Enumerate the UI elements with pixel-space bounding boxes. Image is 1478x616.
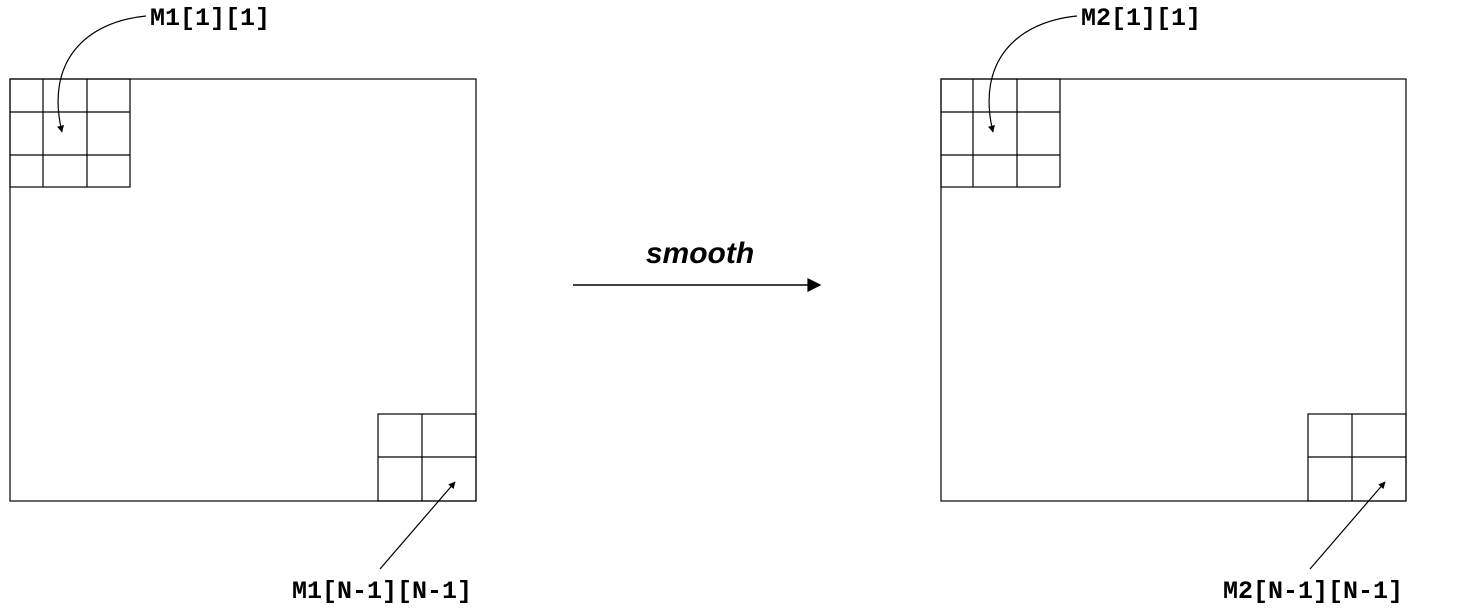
right-matrix-border [940, 78, 1407, 502]
right-bottom-pointer-arrow [1309, 481, 1386, 570]
left-top-label: M1[1][1] [150, 4, 270, 33]
right-bottom-label: M2[N-1][N-1] [1223, 577, 1403, 606]
left-bottom-label: M1[N-1][N-1] [292, 577, 472, 606]
left-bottom-window-grid [377, 413, 477, 502]
left-matrix: M1[1][1] M1[N-1][N-1] [9, 4, 477, 606]
left-top-pointer-arrow [57, 15, 147, 133]
smooth-operation: smooth [573, 237, 822, 292]
smooth-label: smooth [646, 237, 754, 270]
left-top-window-grid [9, 78, 131, 188]
left-bottom-pointer-arrow [379, 481, 456, 570]
right-top-label: M2[1][1] [1081, 4, 1201, 33]
right-top-window-grid [940, 78, 1061, 188]
right-matrix: M2[1][1] M2[N-1][N-1] [940, 4, 1407, 606]
right-top-pointer-arrow [988, 15, 1078, 133]
right-bottom-window-grid [1307, 413, 1407, 502]
left-matrix-border [9, 78, 477, 502]
